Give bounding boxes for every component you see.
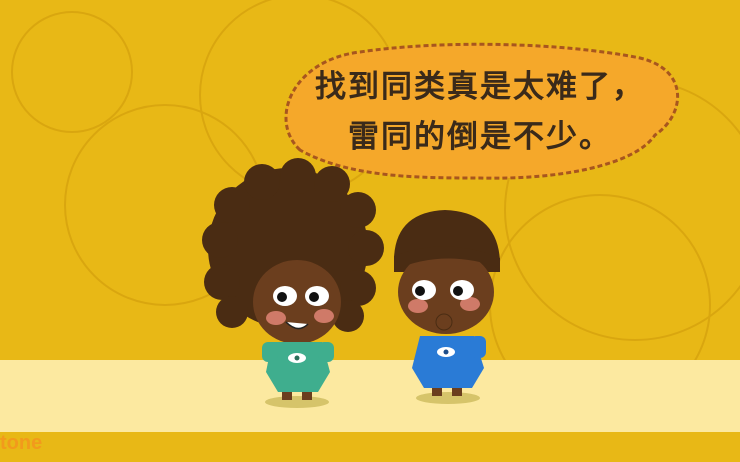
afro-boy <box>202 158 384 408</box>
speech-bubble <box>284 42 679 180</box>
bottom-strip <box>0 432 740 462</box>
blue-boy <box>394 210 500 404</box>
speech-text: 找到同类真是太难了， 雷同的倒是不少。 <box>290 62 670 162</box>
floor <box>0 360 740 432</box>
brand-logo: tone <box>0 432 43 454</box>
speech-line-2: 雷同的倒是不少。 <box>348 119 612 155</box>
speech-line-1: 找到同类真是太难了， <box>315 69 645 105</box>
